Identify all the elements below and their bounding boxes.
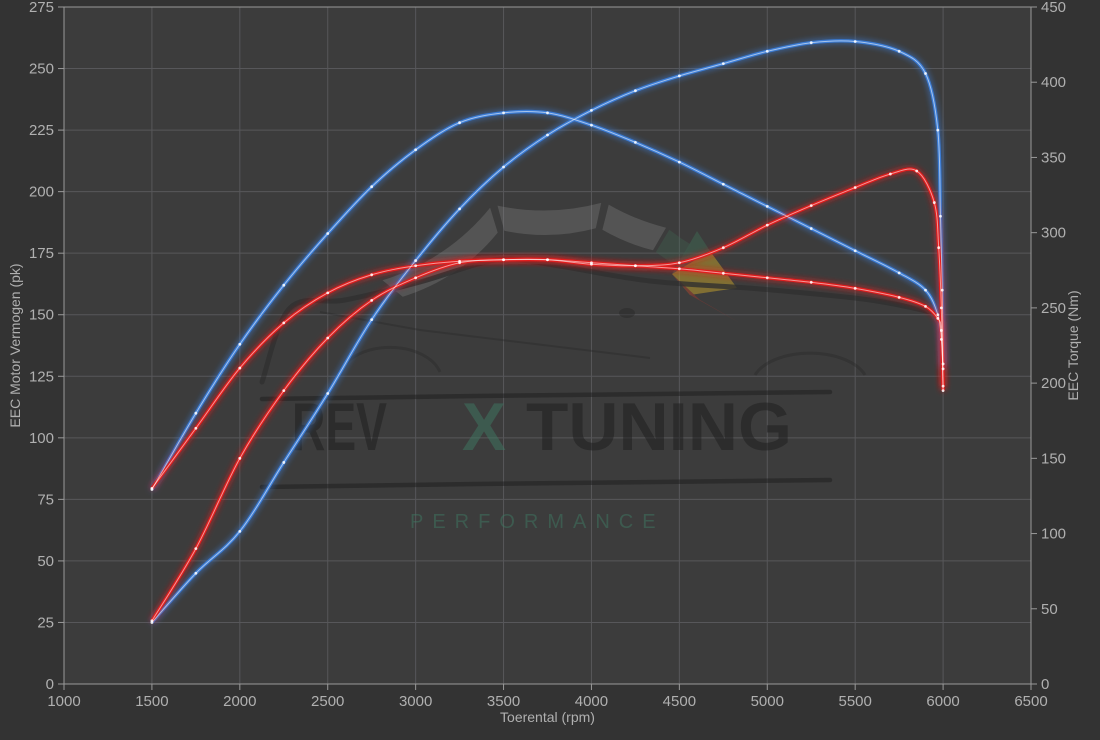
svg-text:1500: 1500: [135, 693, 168, 710]
svg-text:100: 100: [1041, 526, 1066, 543]
svg-text:250: 250: [1041, 300, 1066, 317]
svg-text:225: 225: [29, 122, 54, 139]
svg-text:150: 150: [1041, 450, 1066, 467]
svg-text:125: 125: [29, 368, 54, 385]
svg-text:3500: 3500: [487, 693, 520, 710]
svg-text:450: 450: [1041, 0, 1066, 16]
svg-text:200: 200: [1041, 375, 1066, 392]
svg-text:Toerental (rpm): Toerental (rpm): [500, 709, 595, 725]
svg-text:6500: 6500: [1014, 693, 1047, 710]
svg-text:275: 275: [29, 0, 54, 16]
svg-text:3000: 3000: [399, 693, 432, 710]
svg-text:350: 350: [1041, 149, 1066, 166]
svg-text:300: 300: [1041, 225, 1066, 242]
svg-text:150: 150: [29, 307, 54, 324]
svg-text:5000: 5000: [751, 693, 784, 710]
svg-text:2500: 2500: [311, 693, 344, 710]
svg-text:0: 0: [46, 676, 54, 693]
svg-text:50: 50: [1041, 601, 1058, 618]
svg-text:1000: 1000: [47, 693, 80, 710]
svg-text:4500: 4500: [663, 693, 696, 710]
svg-text:EEC Torque (Nm): EEC Torque (Nm): [1065, 290, 1081, 400]
svg-text:5500: 5500: [838, 693, 871, 710]
svg-text:100: 100: [29, 430, 54, 447]
svg-text:200: 200: [29, 184, 54, 201]
svg-text:2000: 2000: [223, 693, 256, 710]
svg-text:4000: 4000: [575, 693, 608, 710]
svg-text:75: 75: [37, 491, 54, 508]
svg-text:6000: 6000: [926, 693, 959, 710]
svg-text:X: X: [462, 389, 506, 465]
svg-text:50: 50: [37, 553, 54, 570]
svg-text:TUNING: TUNING: [526, 389, 792, 465]
svg-text:175: 175: [29, 245, 54, 262]
svg-text:0: 0: [1041, 676, 1049, 693]
svg-text:EEC Motor Vermogen (pk): EEC Motor Vermogen (pk): [7, 263, 23, 427]
svg-text:PERFORMANCE: PERFORMANCE: [410, 511, 665, 533]
svg-text:400: 400: [1041, 74, 1066, 91]
svg-text:25: 25: [37, 614, 54, 631]
svg-text:250: 250: [29, 61, 54, 78]
